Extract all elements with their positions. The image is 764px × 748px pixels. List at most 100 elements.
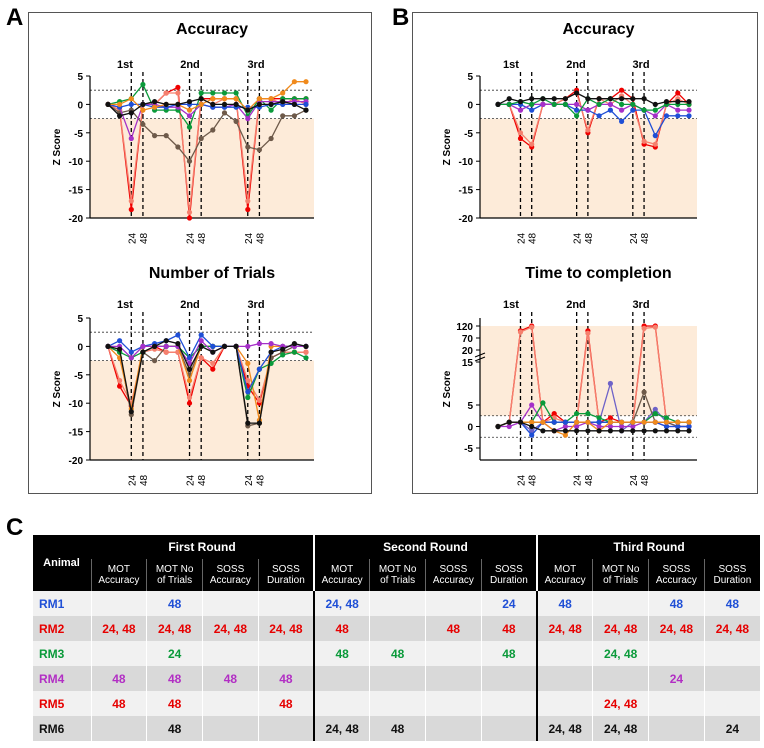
- data-point: [652, 107, 658, 113]
- table-cell: [425, 691, 482, 716]
- data-point: [630, 101, 636, 107]
- y-tick-label: 5: [77, 314, 83, 325]
- subheader-1: MOT No of Trials: [146, 559, 203, 591]
- data-point: [574, 411, 580, 417]
- phase-label: 2nd: [566, 299, 586, 311]
- data-point: [574, 90, 580, 96]
- subheader-6: SOSS Accuracy: [425, 559, 482, 591]
- y-tick-label: 70: [462, 334, 474, 345]
- data-point: [585, 330, 591, 336]
- y-tick-label: 5: [467, 72, 473, 83]
- data-point: [686, 423, 692, 430]
- data-point: [233, 96, 239, 102]
- data-point: [641, 138, 647, 144]
- data-point: [551, 96, 557, 102]
- data-point: [186, 158, 193, 164]
- subheader-10: SOSS Accuracy: [648, 559, 705, 591]
- y-axis-label: Z Score: [442, 128, 453, 165]
- table-cell: [202, 691, 259, 716]
- x-tick-label: 24: [573, 474, 584, 486]
- data-point: [152, 358, 158, 364]
- x-tick-label: 24: [244, 232, 255, 244]
- data-point: [551, 411, 557, 417]
- phase-label: 3rd: [632, 299, 649, 311]
- animal-name: RM1: [32, 591, 91, 616]
- data-point: [256, 341, 262, 347]
- subheader-line2: Duration: [489, 575, 528, 586]
- series-line-rm5: [498, 92, 690, 146]
- data-point: [506, 423, 512, 430]
- panel-label-a: A: [6, 4, 24, 31]
- subheader-line1: SOSS: [718, 564, 747, 575]
- table-row: RM4 48 48 48 48 24: [32, 666, 760, 691]
- data-point: [175, 101, 181, 107]
- table-row: RM3 24 48 48 48 24, 48: [32, 641, 760, 666]
- data-point: [596, 419, 602, 425]
- subheader-11: SOSS Duration: [703, 559, 760, 591]
- panel-label-c: C: [6, 514, 24, 541]
- data-point: [175, 144, 181, 150]
- table-cell: 24, 48: [592, 716, 649, 741]
- data-point: [619, 96, 625, 102]
- table-cell: 24: [703, 716, 760, 741]
- data-point: [540, 419, 546, 425]
- x-tick-label: 24: [629, 232, 640, 244]
- data-point: [652, 101, 658, 107]
- data-point: [186, 124, 193, 130]
- data-point: [233, 90, 239, 96]
- y-tick-label: -20: [69, 456, 84, 467]
- data-point: [641, 419, 647, 425]
- table-cell: 48: [480, 641, 537, 666]
- table-cell: [257, 716, 314, 741]
- animal-name: RM3: [32, 641, 91, 666]
- data-point: [641, 325, 647, 331]
- phase-label: 2nd: [180, 59, 200, 71]
- data-point: [506, 96, 512, 102]
- data-point: [675, 107, 681, 113]
- data-point: [495, 423, 501, 430]
- x-tick-label: 48: [528, 232, 539, 244]
- table-cell: [425, 716, 482, 741]
- data-point: [540, 101, 546, 107]
- data-point: [619, 118, 625, 124]
- data-point: [607, 423, 614, 430]
- data-point: [551, 419, 557, 425]
- data-point: [291, 349, 297, 355]
- data-point: [630, 419, 636, 425]
- data-point: [256, 147, 262, 153]
- data-point: [163, 90, 169, 96]
- data-point: [140, 343, 146, 349]
- data-point: [517, 329, 524, 335]
- table-cell: 48: [536, 591, 593, 616]
- axis-break-mark: [474, 356, 486, 362]
- x-tick-label: 48: [255, 474, 266, 486]
- x-tick-label: 24: [127, 474, 138, 486]
- table-row: RM2 24, 48 24, 48 24, 48 24, 48 48 48 48 24, 48 2…: [32, 616, 760, 641]
- data-point: [233, 101, 239, 107]
- data-point: [198, 96, 204, 102]
- data-point: [562, 96, 569, 102]
- subheader-line2: Accuracy: [655, 575, 697, 586]
- subheader-line2: Accuracy: [544, 575, 586, 586]
- data-point: [128, 409, 134, 415]
- y-tick-label: 20: [462, 346, 474, 357]
- data-point: [268, 107, 274, 113]
- table-cell: 24: [648, 666, 705, 691]
- x-tick-label: 48: [139, 474, 150, 486]
- chart-title: Accuracy: [562, 21, 634, 38]
- data-point: [596, 428, 602, 434]
- table-cell: 24, 48: [90, 616, 147, 641]
- data-point: [163, 349, 169, 355]
- table-cell: 24, 48: [313, 591, 370, 616]
- data-point: [117, 346, 123, 352]
- subheader-line1: MOT: [331, 564, 354, 575]
- y-tick-label: -10: [69, 157, 84, 168]
- data-point: [675, 90, 681, 96]
- phase-label: 3rd: [247, 59, 264, 71]
- data-point: [128, 355, 134, 361]
- phase-label: 1st: [503, 59, 519, 71]
- data-point: [280, 352, 286, 358]
- table-cell: [313, 666, 370, 691]
- data-point: [245, 420, 251, 426]
- subheader-line1: SOSS: [216, 564, 245, 575]
